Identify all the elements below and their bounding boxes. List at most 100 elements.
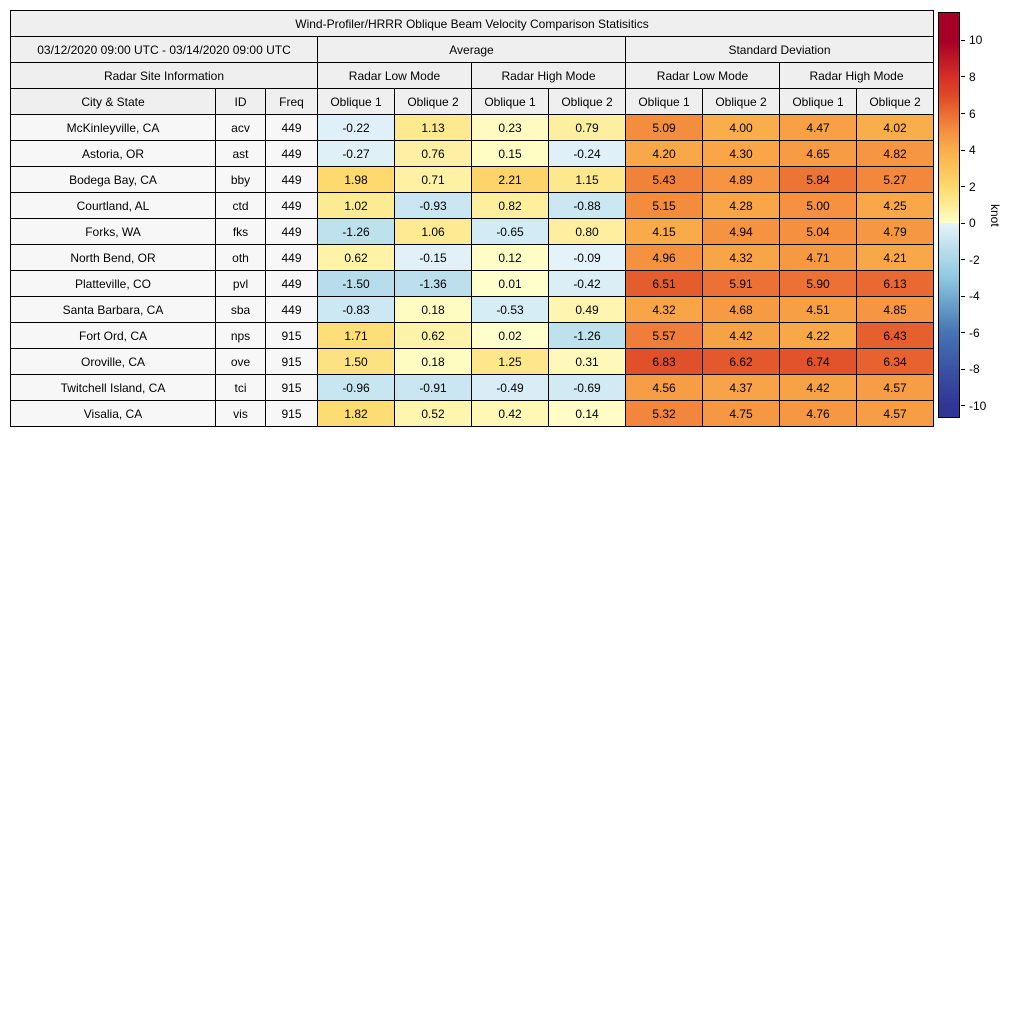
table-row: Platteville, CO pvl 449 -1.50 -1.36 0.01 -0.42… bbox=[10, 270, 934, 297]
value-cell: 4.82 bbox=[856, 140, 934, 167]
stats-table: Wind-Profiler/HRRR Oblique Beam Velocity… bbox=[10, 10, 934, 427]
value-cell: 5.27 bbox=[856, 166, 934, 193]
value-cell: -0.96 bbox=[317, 374, 395, 401]
value-cell: -0.65 bbox=[471, 218, 549, 245]
value-cell: -0.53 bbox=[471, 296, 549, 323]
site-info-header: Radar Site Information bbox=[10, 62, 318, 89]
value-cell: 4.76 bbox=[779, 400, 857, 427]
freq-cell: 915 bbox=[265, 400, 318, 427]
value-cell: 4.20 bbox=[625, 140, 703, 167]
column-header-10: Oblique 2 bbox=[856, 88, 934, 115]
freq-cell: 449 bbox=[265, 166, 318, 193]
value-cell: -1.26 bbox=[317, 218, 395, 245]
freq-cell: 449 bbox=[265, 192, 318, 219]
value-cell: -0.83 bbox=[317, 296, 395, 323]
colorbar bbox=[938, 12, 960, 418]
mode-header-0: Radar Low Mode bbox=[317, 62, 472, 89]
tick-label: 2 bbox=[969, 179, 976, 194]
city-cell: Astoria, OR bbox=[10, 140, 216, 167]
tick-label: 4 bbox=[969, 143, 976, 158]
tick-label: -2 bbox=[969, 252, 980, 267]
freq-cell: 449 bbox=[265, 218, 318, 245]
value-cell: 4.56 bbox=[625, 374, 703, 401]
value-cell: 4.51 bbox=[779, 296, 857, 323]
freq-cell: 915 bbox=[265, 322, 318, 349]
value-cell: 0.01 bbox=[471, 270, 549, 297]
freq-cell: 449 bbox=[265, 114, 318, 141]
table-row: Santa Barbara, CA sba 449 -0.83 0.18 -0.53 0.4… bbox=[10, 296, 934, 323]
value-cell: 1.15 bbox=[548, 166, 626, 193]
value-cell: 4.28 bbox=[702, 192, 780, 219]
value-cell: 0.49 bbox=[548, 296, 626, 323]
id-cell: pvl bbox=[215, 270, 266, 297]
group-header-average: Average bbox=[317, 36, 626, 63]
value-cell: 0.71 bbox=[394, 166, 472, 193]
value-cell: -1.36 bbox=[394, 270, 472, 297]
column-header-5: Oblique 1 bbox=[471, 88, 549, 115]
value-cell: 4.89 bbox=[702, 166, 780, 193]
value-cell: -0.93 bbox=[394, 192, 472, 219]
freq-cell: 915 bbox=[265, 348, 318, 375]
id-cell: ctd bbox=[215, 192, 266, 219]
tick-label: -4 bbox=[969, 289, 980, 304]
city-cell: Courtland, AL bbox=[10, 192, 216, 219]
value-cell: 6.83 bbox=[625, 348, 703, 375]
value-cell: 4.22 bbox=[779, 322, 857, 349]
id-cell: bby bbox=[215, 166, 266, 193]
value-cell: -0.24 bbox=[548, 140, 626, 167]
value-cell: 0.52 bbox=[394, 400, 472, 427]
value-cell: 0.15 bbox=[471, 140, 549, 167]
value-cell: 4.71 bbox=[779, 244, 857, 271]
tick-mark-icon bbox=[961, 186, 965, 188]
value-cell: -0.09 bbox=[548, 244, 626, 271]
mode-header-row: Radar Site Information Radar Low Mode Rada… bbox=[10, 62, 934, 89]
colorbar-unit-label: knot bbox=[988, 12, 1002, 418]
value-cell: 0.31 bbox=[548, 348, 626, 375]
value-cell: 5.57 bbox=[625, 322, 703, 349]
id-cell: ast bbox=[215, 140, 266, 167]
freq-cell: 449 bbox=[265, 140, 318, 167]
tick-mark-icon bbox=[961, 222, 965, 224]
value-cell: 1.98 bbox=[317, 166, 395, 193]
value-cell: 6.34 bbox=[856, 348, 934, 375]
column-header-1: ID bbox=[215, 88, 266, 115]
value-cell: 4.21 bbox=[856, 244, 934, 271]
column-header-row: City & State ID Freq Oblique 1 Oblique 2 Obli… bbox=[10, 88, 934, 115]
tick-label: -8 bbox=[969, 362, 980, 377]
value-cell: 1.25 bbox=[471, 348, 549, 375]
value-cell: 4.25 bbox=[856, 192, 934, 219]
value-cell: 5.91 bbox=[702, 270, 780, 297]
id-cell: ove bbox=[215, 348, 266, 375]
column-header-9: Oblique 1 bbox=[779, 88, 857, 115]
table-row: Forks, WA fks 449 -1.26 1.06 -0.65 0.80 4.15 4.9… bbox=[10, 218, 934, 245]
id-cell: fks bbox=[215, 218, 266, 245]
value-cell: 0.62 bbox=[394, 322, 472, 349]
value-cell: 4.42 bbox=[702, 322, 780, 349]
colorbar-tick: -2 bbox=[961, 253, 980, 267]
value-cell: 0.62 bbox=[317, 244, 395, 271]
colorbar-tick: 10 bbox=[961, 33, 982, 47]
freq-cell: 449 bbox=[265, 244, 318, 271]
value-cell: 0.80 bbox=[548, 218, 626, 245]
freq-cell: 449 bbox=[265, 270, 318, 297]
value-cell: 4.57 bbox=[856, 374, 934, 401]
value-cell: 5.84 bbox=[779, 166, 857, 193]
city-cell: McKinleyville, CA bbox=[10, 114, 216, 141]
value-cell: 0.82 bbox=[471, 192, 549, 219]
value-cell: 4.15 bbox=[625, 218, 703, 245]
mode-header-3: Radar High Mode bbox=[779, 62, 934, 89]
value-cell: 4.47 bbox=[779, 114, 857, 141]
tick-mark-icon bbox=[961, 259, 965, 261]
value-cell: 0.79 bbox=[548, 114, 626, 141]
city-cell: Forks, WA bbox=[10, 218, 216, 245]
city-cell: Oroville, CA bbox=[10, 348, 216, 375]
column-header-2: Freq bbox=[265, 88, 318, 115]
value-cell: 4.02 bbox=[856, 114, 934, 141]
value-cell: 0.02 bbox=[471, 322, 549, 349]
value-cell: 4.00 bbox=[702, 114, 780, 141]
title-row: Wind-Profiler/HRRR Oblique Beam Velocity… bbox=[10, 10, 934, 37]
tick-label: -10 bbox=[969, 398, 987, 413]
colorbar-tick: -6 bbox=[961, 326, 980, 340]
value-cell: -0.42 bbox=[548, 270, 626, 297]
tick-mark-icon bbox=[961, 368, 965, 370]
